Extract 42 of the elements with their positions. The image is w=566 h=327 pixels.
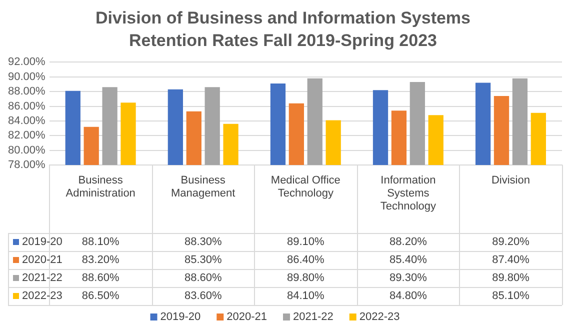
y-tick-label: 92.00% <box>8 56 46 68</box>
legend-label: 2019-20 <box>160 311 201 324</box>
data-label: 88.30% <box>184 236 222 248</box>
data-label: 89.20% <box>492 236 530 248</box>
y-tick-label: 90.00% <box>8 70 46 83</box>
x-tick-label: Business Administration <box>66 174 136 200</box>
x-tick-label: Business Management <box>171 174 236 200</box>
data-label: 88.20% <box>390 236 428 248</box>
legend-label: 2021-22 <box>293 311 334 324</box>
y-tick-label: 86.00% <box>8 100 46 112</box>
data-label: 89.10% <box>287 236 325 248</box>
y-tick-label: 78.00% <box>8 159 46 172</box>
legend-label: 2020-21 <box>226 311 268 324</box>
data-label: 86.40% <box>287 254 325 266</box>
data-label: 85.30% <box>184 254 222 266</box>
text: 2021-22 <box>22 272 62 284</box>
data-label: 83.60% <box>184 290 222 302</box>
x-tick-label: Division <box>491 174 530 187</box>
x-tick-label: Medical Office Technology <box>270 174 340 200</box>
chart-title: Division of Business and Information Systems Retention Rates Fall 2019-Spring 2023 <box>95 8 471 50</box>
data-label: 84.80% <box>390 290 428 302</box>
data-label: 89.30% <box>390 272 428 284</box>
data-label: 84.10% <box>287 290 325 302</box>
data-label: 88.60% <box>184 272 222 284</box>
x-tick-label: Information Systems Technology <box>380 174 437 213</box>
text: 2020-21 <box>22 254 62 266</box>
text: 2022-23 <box>22 290 62 302</box>
data-label: 85.40% <box>390 254 428 266</box>
data-label: 87.40% <box>492 254 530 266</box>
legend-label: 2022-23 <box>359 311 400 324</box>
y-tick-label: 80.00% <box>8 144 46 156</box>
data-label: 88.10% <box>82 236 120 248</box>
data-label: 89.80% <box>492 272 530 284</box>
y-tick-label: 88.00% <box>8 86 46 98</box>
y-tick-label: 84.00% <box>8 114 46 127</box>
text: 2019-20 <box>22 236 62 248</box>
y-tick-label: 82.00% <box>8 130 46 142</box>
data-label: 88.60% <box>82 272 120 284</box>
data-label: 83.20% <box>82 254 120 266</box>
data-label: 89.80% <box>287 272 325 284</box>
data-label: 86.50% <box>82 290 120 302</box>
data-label: 85.10% <box>492 290 530 302</box>
